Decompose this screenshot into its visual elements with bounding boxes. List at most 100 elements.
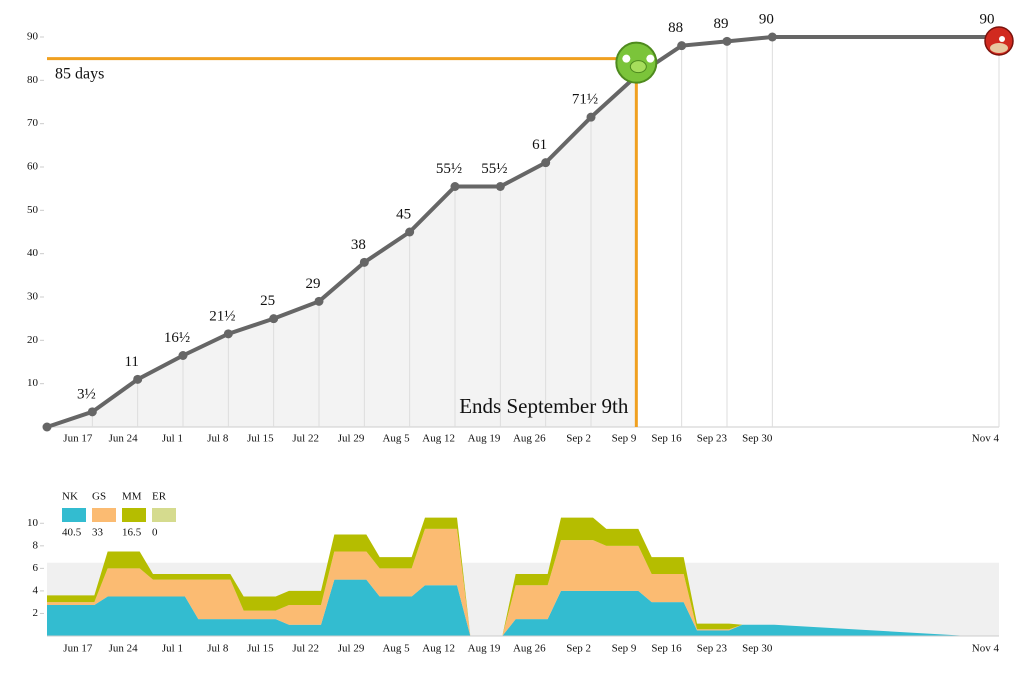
y-tick-label: 10 xyxy=(27,517,39,529)
x-tick-label: Jun 24 xyxy=(109,433,139,445)
x-tick-label: Nov 4 xyxy=(972,433,1000,445)
data-label: 90 xyxy=(759,11,774,27)
y-tick-label: 4 xyxy=(33,584,39,596)
x-tick-label: Sep 16 xyxy=(651,433,682,445)
data-label: 45 xyxy=(396,206,411,222)
point xyxy=(586,112,596,122)
x-tick-label: Aug 19 xyxy=(468,643,501,655)
x-tick-label: Aug 19 xyxy=(468,433,501,445)
point xyxy=(269,314,279,324)
x-tick-label: Jul 1 xyxy=(162,433,183,445)
y-tick-label: 90 xyxy=(27,31,39,43)
point xyxy=(314,296,324,306)
pig-snout xyxy=(629,60,647,74)
x-tick-label: Jul 22 xyxy=(292,643,319,655)
x-tick-label: Sep 2 xyxy=(566,433,591,445)
x-tick-label: Sep 9 xyxy=(612,643,637,655)
legend-swatch xyxy=(122,508,146,522)
y-tick-label: 60 xyxy=(27,161,39,173)
point xyxy=(405,227,415,237)
x-tick-label: Sep 16 xyxy=(651,643,682,655)
x-tick-label: Jul 8 xyxy=(207,433,229,445)
point xyxy=(178,351,188,360)
area xyxy=(47,579,969,636)
y-tick-label: 70 xyxy=(27,117,39,129)
point xyxy=(495,182,505,191)
y-tick-label: 80 xyxy=(27,74,39,86)
x-tick-label: Sep 23 xyxy=(697,433,728,445)
x-tick-label: Aug 12 xyxy=(422,643,455,655)
point xyxy=(767,32,777,42)
x-tick-label: Jun 17 xyxy=(63,433,93,445)
legend-label: ER xyxy=(152,491,167,503)
legend-swatch xyxy=(152,508,176,522)
data-label: 25 xyxy=(260,293,275,309)
point xyxy=(450,182,460,191)
line xyxy=(46,35,999,429)
x-tick-label: Jul 22 xyxy=(292,433,319,445)
legend-total: 16.5 xyxy=(122,527,142,539)
shade-area xyxy=(47,76,637,427)
pig-eye xyxy=(646,54,655,63)
data-label: 21½ xyxy=(209,308,235,324)
bird-icon xyxy=(984,26,1014,56)
pig-eye xyxy=(622,54,631,63)
data-label: 11 xyxy=(124,354,138,370)
x-tick-label: Jun 24 xyxy=(109,643,139,655)
data-label: 89 xyxy=(714,16,729,32)
x-tick-label: Jul 8 xyxy=(207,643,229,655)
data-label: 38 xyxy=(351,237,366,253)
x-tick-label: Sep 30 xyxy=(742,433,773,445)
data-label: 88 xyxy=(668,20,683,36)
x-tick-label: Jul 1 xyxy=(162,643,183,655)
x-tick-label: Aug 12 xyxy=(422,433,455,445)
x-tick-label: Jun 17 xyxy=(63,643,93,655)
y-tick-label: 20 xyxy=(27,334,39,346)
bird-eye xyxy=(999,36,1005,42)
point xyxy=(133,374,143,384)
legend-total: 33 xyxy=(92,527,104,539)
x-tick-label: Aug 26 xyxy=(513,433,546,445)
legend-total: 0 xyxy=(152,527,158,539)
y-tick-label: 6 xyxy=(33,562,39,574)
x-tick-label: Sep 30 xyxy=(742,643,773,655)
annotation: 85 days xyxy=(55,65,104,82)
legend-swatch xyxy=(62,508,86,522)
y-tick-label: 50 xyxy=(27,204,39,216)
x-tick-label: Nov 4 xyxy=(972,643,1000,655)
data-label: 55½ xyxy=(481,161,507,177)
point xyxy=(359,257,369,267)
x-tick-label: Sep 2 xyxy=(566,643,591,655)
data-label: 61 xyxy=(532,137,547,153)
point xyxy=(541,158,551,168)
annotation: Ends September 9th xyxy=(459,394,629,418)
data-label: 71½ xyxy=(572,92,598,108)
point xyxy=(722,36,732,46)
x-tick-label: Aug 5 xyxy=(382,643,410,655)
x-tick-label: Jul 15 xyxy=(247,433,274,445)
y-tick-label: 10 xyxy=(27,377,39,389)
point xyxy=(223,329,233,339)
x-tick-label: Jul 29 xyxy=(338,643,365,655)
point xyxy=(42,422,52,432)
pig-icon xyxy=(615,41,658,84)
legend-label: NK xyxy=(62,491,78,503)
x-tick-label: Aug 5 xyxy=(382,433,410,445)
legend-label: MM xyxy=(122,491,142,503)
point xyxy=(87,407,97,417)
y-tick-label: 2 xyxy=(33,607,39,619)
x-tick-label: Aug 26 xyxy=(513,643,546,655)
x-tick-label: Jul 15 xyxy=(247,643,274,655)
x-tick-label: Jul 29 xyxy=(338,433,365,445)
point xyxy=(677,41,687,51)
area xyxy=(47,517,969,636)
legend-total: 40.5 xyxy=(62,527,82,539)
y-tick-label: 40 xyxy=(27,247,39,259)
y-tick-label: 8 xyxy=(33,539,39,551)
y-tick-label: 30 xyxy=(27,291,39,303)
data-label: 90 xyxy=(980,11,995,27)
data-label: 16½ xyxy=(164,330,190,346)
data-label: 3½ xyxy=(77,386,96,402)
x-tick-label: Sep 9 xyxy=(612,433,637,445)
